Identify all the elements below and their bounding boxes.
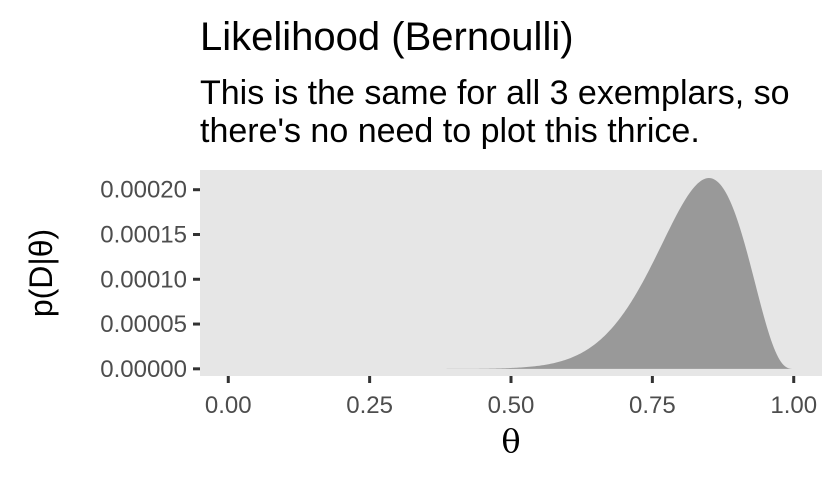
x-tick-label: 0.75 xyxy=(629,392,676,419)
x-tick-label: 0.25 xyxy=(346,392,393,419)
y-tick-label: 0.00010 xyxy=(100,266,187,293)
y-axis: 0.00000 0.00005 0.00010 0.00015 0.00020 xyxy=(100,177,200,383)
x-tick-label: 0.00 xyxy=(205,392,252,419)
x-axis-title: θ xyxy=(501,422,520,460)
likelihood-area xyxy=(228,178,794,369)
chart-subtitle: This is the same for all 3 exemplars, so… xyxy=(200,74,790,150)
y-axis-title: p(D|θ) xyxy=(23,229,59,317)
x-axis: 0.00 0.25 0.50 0.75 1.00 xyxy=(205,376,817,419)
x-tick-label: 0.50 xyxy=(488,392,535,419)
chart-subtitle-line-2: there's no need to plot this thrice. xyxy=(200,112,700,150)
chart-title: Likelihood (Bernoulli) xyxy=(200,15,574,59)
y-tick-label: 0.00015 xyxy=(100,221,187,248)
y-tick-label: 0.00005 xyxy=(100,311,187,338)
y-tick-label: 0.00000 xyxy=(100,356,187,383)
chart-subtitle-line-1: This is the same for all 3 exemplars, so xyxy=(200,74,790,112)
x-tick-label: 1.00 xyxy=(770,392,817,419)
y-tick-label: 0.00020 xyxy=(100,177,187,204)
